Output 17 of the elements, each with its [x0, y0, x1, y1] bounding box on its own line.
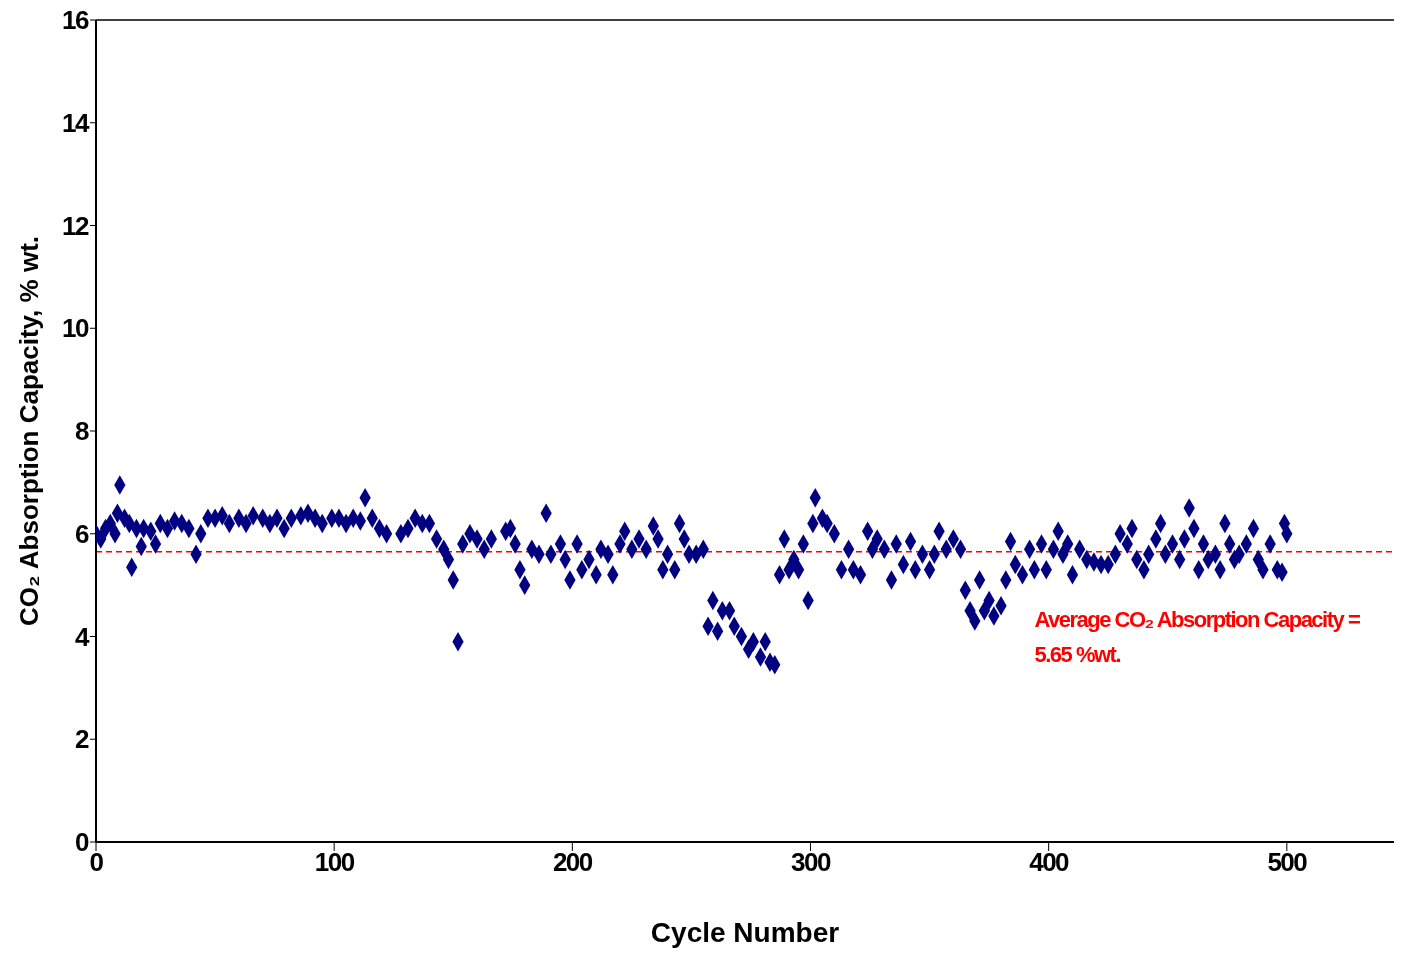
y-tick-label: 6 — [75, 518, 90, 549]
y-tick-label: 2 — [75, 724, 90, 755]
y-tick-label: 12 — [62, 210, 90, 241]
x-tick-label: 200 — [552, 847, 593, 878]
y-tick-label: 14 — [62, 107, 91, 138]
ref-line-label: Average CO₂ Absorption Capacity = 5.65 %wt. — [1034, 606, 1360, 667]
x-tick-label: 400 — [1029, 847, 1070, 878]
y-tick-label: 10 — [62, 313, 90, 344]
y-tick-label: 16 — [62, 5, 90, 36]
y-axis-title: CO₂ Absorption Capacity, % wt. — [14, 235, 44, 627]
x-axis-title: Cycle Number — [650, 917, 840, 948]
y-tick-label: 4 — [75, 621, 91, 652]
y-tick-label: 8 — [75, 416, 90, 447]
x-tick-label: 100 — [314, 847, 355, 878]
y-tick-label: 0 — [75, 827, 90, 858]
x-tick-label: 300 — [791, 847, 831, 878]
x-tick-label: 500 — [1267, 847, 1308, 878]
